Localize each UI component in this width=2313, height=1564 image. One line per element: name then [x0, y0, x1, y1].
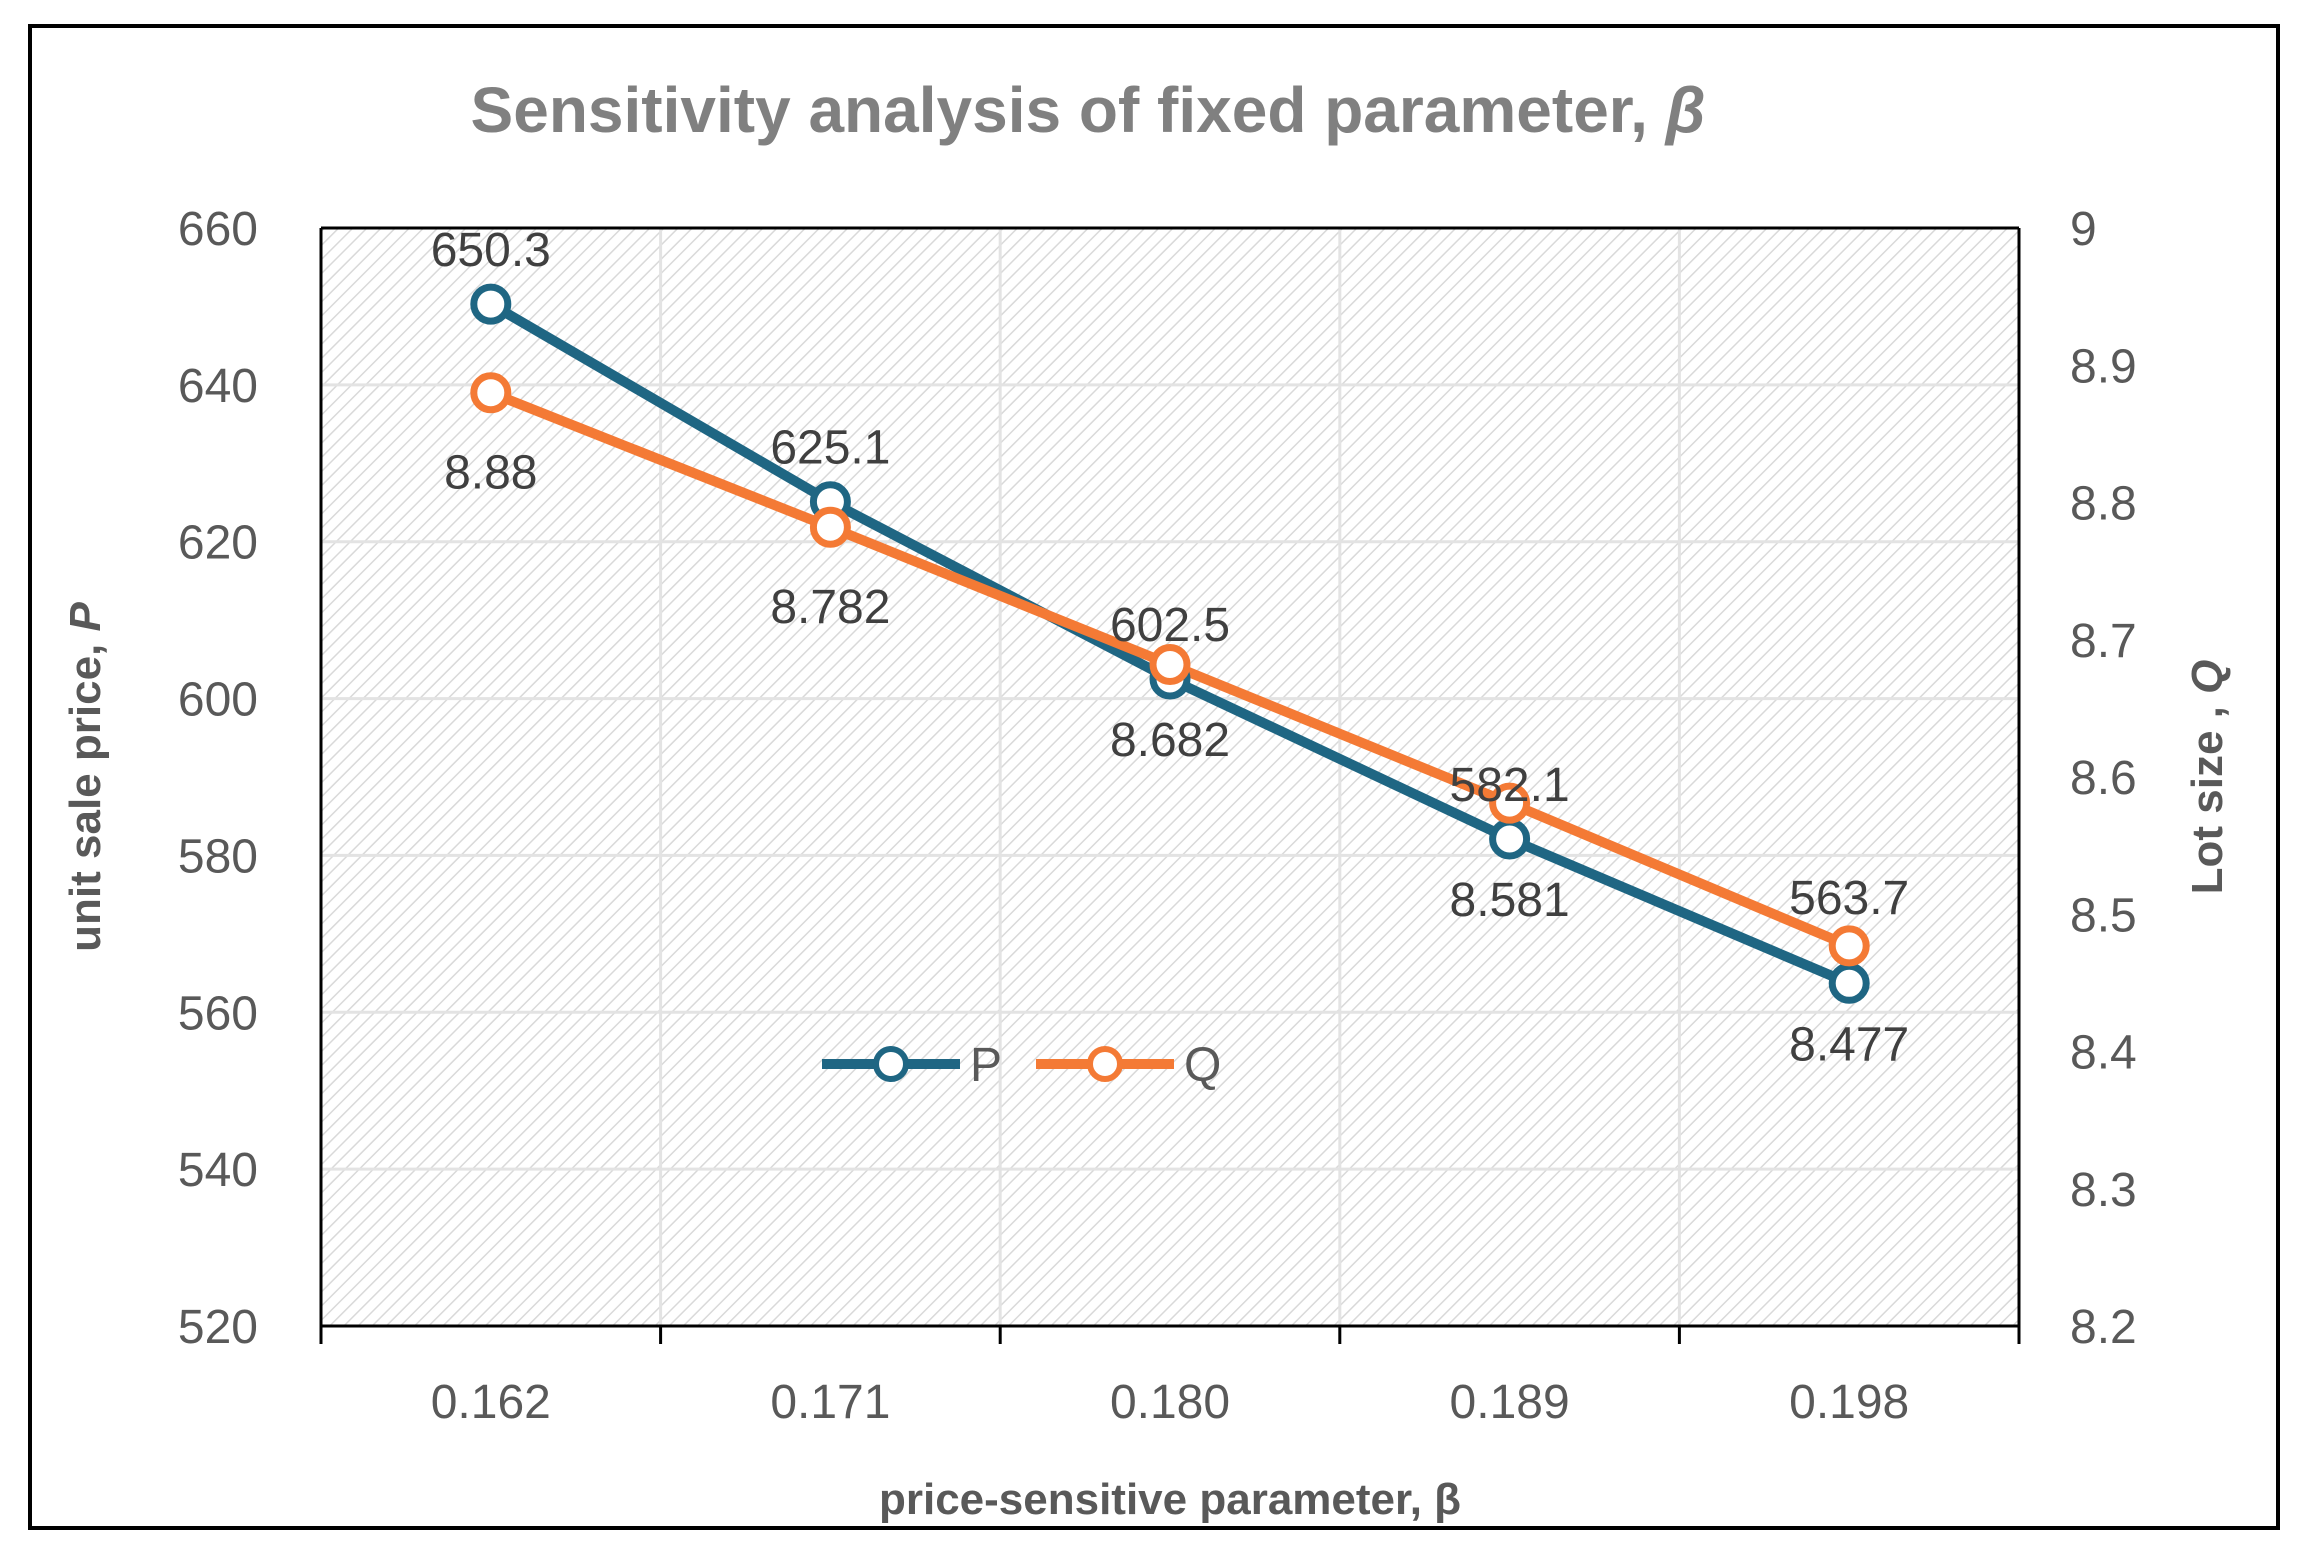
y2-axis-title-symbol: Q: [2183, 660, 2232, 694]
y-axis-title: unit sale price, P: [61, 602, 110, 952]
data-label-P: 602.5: [1110, 599, 1230, 652]
data-labels: 650.3 625.1 602.5 582.1 563.7 8.88 8.782 8.682 8…: [431, 224, 1910, 1071]
y-tick-label: 640: [178, 360, 258, 413]
x-tick-label: 0.162: [431, 1376, 551, 1429]
y-tick-label: 660: [178, 203, 258, 256]
y2-tick-label: 8.4: [2070, 1027, 2137, 1080]
x-tick-label: 0.180: [1110, 1376, 1230, 1429]
series-marker-P: [1489, 818, 1531, 860]
y2-tick-label: 8.8: [2070, 478, 2137, 531]
legend-marker-P: [873, 1046, 909, 1082]
y2-axis-title: Lot size , Q: [2183, 660, 2232, 895]
chart-title: Sensitivity analysis of fixed parameter,…: [471, 74, 1706, 146]
legend-label-Q: Q: [1184, 1039, 1221, 1092]
data-label-P: 582.1: [1450, 759, 1570, 812]
y-tick-label: 620: [178, 517, 258, 570]
y2-tick-label: 9: [2070, 203, 2097, 256]
series-marker-Q: [1828, 925, 1870, 967]
y-tick-label: 540: [178, 1144, 258, 1197]
y2-tick-label: 8.3: [2070, 1164, 2137, 1217]
y-tick-label: 520: [178, 1301, 258, 1354]
series-marker-P: [1828, 962, 1870, 1004]
x-axis-title: price-sensitive parameter, β: [879, 1475, 1461, 1524]
series-marker-Q: [1149, 643, 1191, 685]
y-tick-label: 600: [178, 674, 258, 727]
plot-area: [321, 228, 2019, 1326]
x-ticks: 0.162 0.171 0.180 0.189 0.198: [319, 1326, 2021, 1429]
y2-axis-title-text: Lot size ,: [2183, 694, 2232, 894]
data-label-Q: 8.682: [1110, 714, 1230, 767]
y-axis-title-text: unit sale price,: [61, 632, 110, 952]
y2-tick-label: 8.6: [2070, 752, 2137, 805]
y2-ticks: 9 8.9 8.8 8.7 8.6 8.5 8.4 8.3 8.2: [2070, 203, 2137, 1354]
data-label-P: 650.3: [431, 224, 551, 277]
data-label-P: 625.1: [770, 422, 890, 475]
x-tick-label: 0.198: [1789, 1376, 1909, 1429]
series-marker-P: [470, 283, 512, 325]
y2-tick-label: 8.5: [2070, 889, 2137, 942]
data-label-Q: 8.581: [1450, 874, 1570, 927]
y2-tick-label: 8.7: [2070, 615, 2137, 668]
axis-frame: [319, 226, 2021, 1328]
series-marker-Q: [809, 506, 851, 548]
y-tick-label: 580: [178, 830, 258, 883]
chart-title-symbol: β: [1664, 74, 1706, 146]
x-tick-label: 0.171: [770, 1376, 890, 1429]
gridlines: [321, 228, 2019, 1326]
y2-tick-label: 8.2: [2070, 1301, 2137, 1354]
chart-title-text: Sensitivity analysis of fixed parameter,: [471, 74, 1666, 146]
y-ticks: 660 640 620 600 580 560 540 520: [178, 203, 258, 1354]
data-label-Q: 8.88: [444, 447, 537, 500]
data-label-P: 563.7: [1789, 872, 1909, 925]
y2-tick-label: 8.9: [2070, 340, 2137, 393]
series-marker-Q: [470, 372, 512, 414]
series-layer: [470, 283, 1870, 1004]
data-label-Q: 8.782: [770, 581, 890, 634]
x-tick-label: 0.189: [1450, 1376, 1570, 1429]
y-axis-title-symbol: P: [61, 602, 110, 632]
data-label-Q: 8.477: [1789, 1018, 1909, 1071]
legend-label-P: P: [970, 1039, 1002, 1092]
legend-marker-Q: [1087, 1046, 1123, 1082]
y-tick-label: 560: [178, 987, 258, 1040]
series-marker-Q: [1489, 782, 1531, 824]
